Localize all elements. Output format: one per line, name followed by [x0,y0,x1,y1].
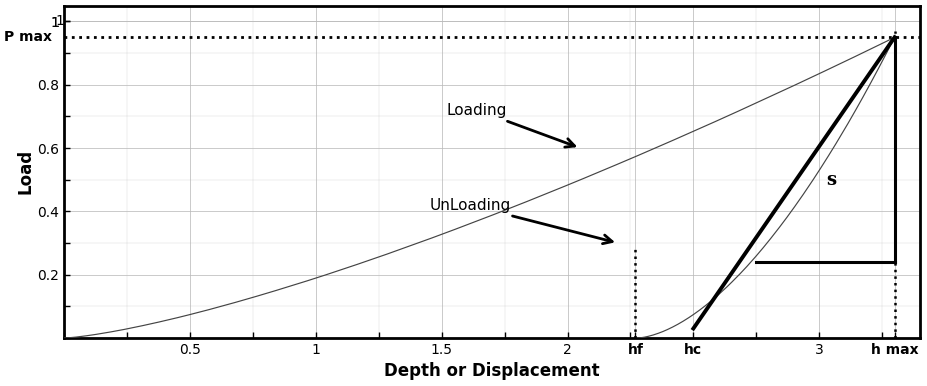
Text: s: s [826,171,836,189]
Text: Loading: Loading [446,103,574,147]
Text: P max: P max [4,30,52,44]
Text: UnLoading: UnLoading [428,198,612,244]
Text: 1: 1 [56,14,64,29]
X-axis label: Depth or Displacement: Depth or Displacement [384,362,599,381]
Y-axis label: Load: Load [17,149,34,195]
